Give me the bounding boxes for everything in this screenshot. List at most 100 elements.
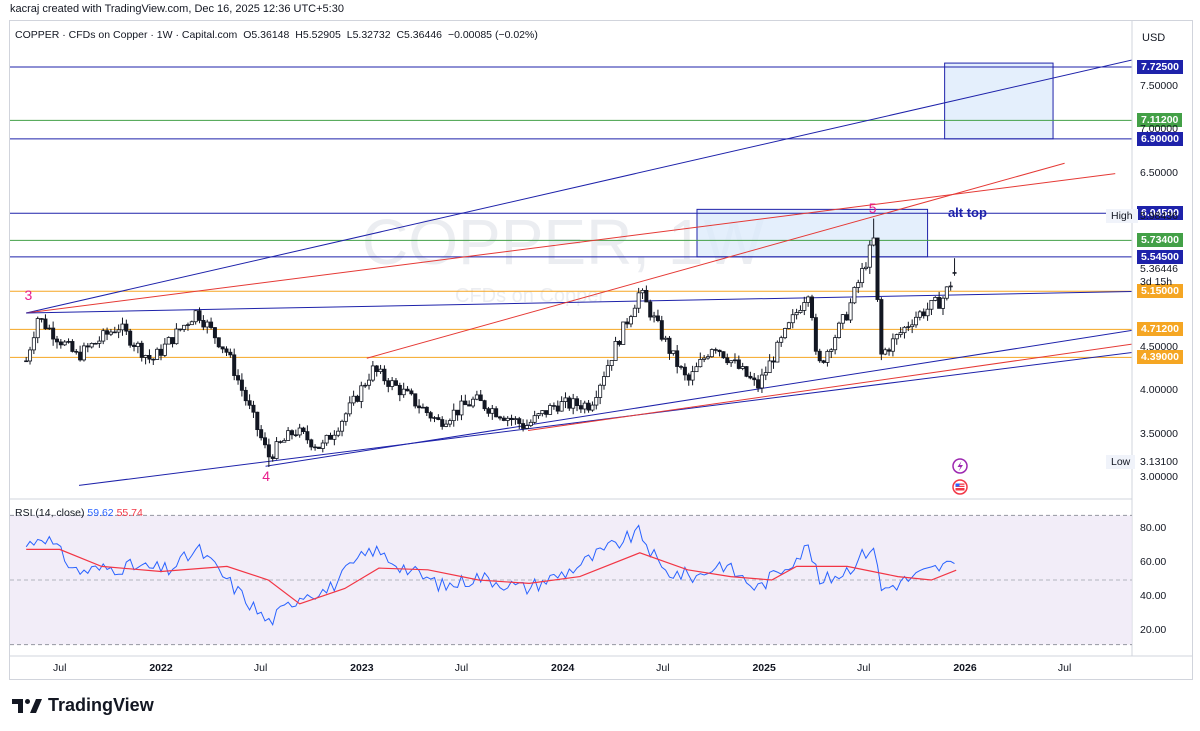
candle [266,438,271,467]
candle [844,311,849,321]
candle [78,345,83,362]
candle [97,336,102,348]
high-value: 5.98436 [1140,210,1178,222]
candle [887,347,892,356]
candle [239,373,244,397]
candle [532,410,537,424]
candle [432,416,437,423]
candle [709,348,714,358]
rsi-ma-line [26,548,957,605]
candle [879,297,884,361]
price-level-tag: 7.72500 [1137,60,1183,74]
candle [786,321,791,330]
candle [220,346,225,354]
wave-label-3[interactable]: 3 [25,287,33,303]
rsi-legend[interactable]: RSI (14, close) 59.62 55.74 [15,507,143,519]
candle [420,403,425,409]
candle [856,279,861,294]
wave-label-5[interactable]: 5 [869,200,877,216]
candle [555,400,560,415]
candle [471,396,476,409]
ohlc-open: O5.36148 [243,29,290,41]
candle [158,344,163,361]
candle [413,393,418,409]
candle [170,337,175,348]
candle [686,372,691,386]
candle [756,375,761,392]
candle [459,395,464,421]
candle [544,410,549,418]
candle [783,327,788,340]
red-trendline-4[interactable] [366,162,1065,359]
blue-trendline-1[interactable] [26,56,1149,314]
candle [567,395,572,411]
candle [232,348,237,381]
candle [193,310,198,325]
candle [486,406,491,417]
candle [933,296,938,302]
alt-top-label[interactable]: alt top [948,205,987,220]
price-level-tag: 6.04500 [1137,206,1183,221]
candle [35,316,40,344]
target-zone-1[interactable] [944,62,1054,140]
candle [378,364,383,374]
red-trendline-2[interactable] [26,173,1116,314]
candle [105,327,110,341]
candle [494,406,499,418]
candle [70,339,75,353]
candle [467,400,472,407]
candle [166,336,171,345]
lightning-event-icon[interactable] [952,458,968,474]
candle [39,318,44,323]
price-tick: 3.50000 [1140,427,1178,440]
ohlc-close: C5.36446 [396,29,443,41]
symbol-legend[interactable]: COPPER · CFDs on Copper · 1W · Capital.c… [15,29,541,41]
candle [548,403,553,415]
candle [501,415,506,422]
candle [386,378,391,393]
candle [397,382,402,402]
time-tick: Jul [253,662,268,674]
rsi-indicator-name[interactable]: RSI (14, close) [15,507,85,519]
candle [644,285,649,303]
candle [31,331,36,355]
candle [282,438,287,443]
us-flag-event-icon[interactable] [952,479,968,495]
candle [521,419,526,432]
price-level-tag: 7.11200 [1137,113,1183,128]
candle [867,240,872,274]
candle [251,400,256,418]
candle [62,340,67,347]
candle [497,415,502,421]
candle [810,294,815,321]
candle [270,454,275,462]
candle [178,328,183,332]
target-zone-2[interactable] [696,208,929,258]
candle [575,396,580,412]
candle [81,342,86,362]
candle [124,319,129,336]
red-trendline-7[interactable] [527,342,1149,432]
trendlines[interactable] [26,56,1149,486]
candle [24,356,29,363]
target-zones[interactable] [696,62,1054,258]
candle [598,383,603,405]
symbol-name[interactable]: COPPER · CFDs on Copper · 1W · Capital.c… [15,29,238,41]
rsi-tick: 80.00 [1140,522,1167,534]
high-label: High [1106,209,1138,223]
ohlc-low: L5.32732 [346,29,391,41]
candle [690,365,695,386]
candle [51,321,56,346]
candle [906,321,911,332]
candle [802,296,807,316]
candle [563,392,568,409]
candle [351,390,356,406]
candle [474,390,479,401]
currency-label[interactable]: USD [1142,32,1166,44]
brand-name: TradingView [48,695,154,715]
blue-trendline-3[interactable] [26,291,1149,314]
tradingview-logo[interactable]: TradingView [12,695,154,716]
candle [725,353,730,365]
wave-label-4[interactable]: 4 [262,468,270,484]
